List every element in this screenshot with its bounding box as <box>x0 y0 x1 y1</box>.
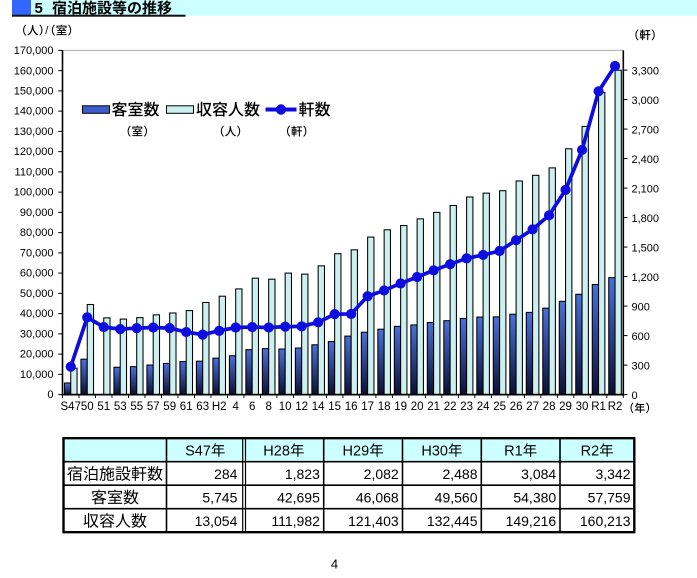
svg-text:900: 900 <box>632 302 650 314</box>
svg-text:H2: H2 <box>212 401 227 413</box>
svg-text:0: 0 <box>632 390 638 402</box>
svg-text:160,213: 160,213 <box>580 513 631 529</box>
svg-text:2,700: 2,700 <box>632 125 660 137</box>
svg-text:S47: S47 <box>185 443 211 459</box>
svg-text:20: 20 <box>411 401 424 413</box>
svg-text:2,082: 2,082 <box>364 466 399 482</box>
svg-text:121,403: 121,403 <box>348 513 399 529</box>
svg-text:50,000: 50,000 <box>20 288 54 300</box>
svg-text:111,982: 111,982 <box>271 513 320 529</box>
svg-text:30: 30 <box>576 401 589 413</box>
svg-text:70,000: 70,000 <box>20 247 54 259</box>
svg-text:100,000: 100,000 <box>14 187 54 199</box>
svg-text:50: 50 <box>81 401 94 413</box>
svg-text:49,560: 49,560 <box>435 490 478 506</box>
svg-text:300: 300 <box>632 361 650 373</box>
svg-text:120,000: 120,000 <box>14 146 54 158</box>
svg-text:60,000: 60,000 <box>20 268 54 280</box>
svg-text:H29: H29 <box>343 443 370 459</box>
svg-text:54,380: 54,380 <box>513 490 556 506</box>
svg-text:13,054: 13,054 <box>195 513 238 529</box>
svg-text:28: 28 <box>543 401 556 413</box>
svg-text:63: 63 <box>196 401 209 413</box>
svg-text:57,759: 57,759 <box>588 490 631 506</box>
svg-text:/: / <box>45 25 49 37</box>
svg-text:1,200: 1,200 <box>632 272 660 284</box>
svg-text:2,400: 2,400 <box>632 154 660 166</box>
svg-text:150,000: 150,000 <box>14 85 54 97</box>
svg-text:3,000: 3,000 <box>632 95 660 107</box>
svg-text:140,000: 140,000 <box>14 106 54 118</box>
svg-text:1,800: 1,800 <box>632 213 660 225</box>
svg-text:160,000: 160,000 <box>14 65 54 77</box>
svg-text:14: 14 <box>312 401 325 413</box>
svg-text:30,000: 30,000 <box>20 328 54 340</box>
svg-text:51: 51 <box>97 401 110 413</box>
svg-text:42,695: 42,695 <box>277 490 320 506</box>
svg-text:19: 19 <box>394 401 407 413</box>
svg-text:600: 600 <box>632 331 650 343</box>
svg-text:26: 26 <box>510 401 523 413</box>
svg-text:6: 6 <box>249 401 255 413</box>
svg-text:3,342: 3,342 <box>595 466 630 482</box>
svg-text:40,000: 40,000 <box>20 308 54 320</box>
svg-text:8: 8 <box>265 401 271 413</box>
svg-text:61: 61 <box>180 401 193 413</box>
svg-text:R1: R1 <box>504 443 523 459</box>
svg-text:18: 18 <box>378 401 391 413</box>
svg-text:S47: S47 <box>61 401 81 413</box>
svg-text:3,084: 3,084 <box>521 466 556 482</box>
svg-text:H28: H28 <box>263 443 290 459</box>
svg-text:22: 22 <box>444 401 457 413</box>
svg-text:29: 29 <box>559 401 572 413</box>
svg-text:170,000: 170,000 <box>14 45 54 57</box>
svg-text:R2: R2 <box>581 443 600 459</box>
svg-text:55: 55 <box>130 401 143 413</box>
svg-text:20,000: 20,000 <box>20 349 54 361</box>
svg-text:R1: R1 <box>591 401 606 413</box>
svg-text:24: 24 <box>477 401 490 413</box>
svg-text:149,216: 149,216 <box>506 513 557 529</box>
svg-text:3,300: 3,300 <box>632 66 660 78</box>
svg-text:R2: R2 <box>608 401 623 413</box>
svg-text:2,488: 2,488 <box>442 466 477 482</box>
svg-text:4: 4 <box>232 401 239 413</box>
svg-text:23: 23 <box>460 401 473 413</box>
svg-text:59: 59 <box>163 401 176 413</box>
svg-text:1,500: 1,500 <box>632 243 660 255</box>
svg-text:80,000: 80,000 <box>20 227 54 239</box>
svg-text:15: 15 <box>328 401 341 413</box>
svg-text:4: 4 <box>331 557 338 572</box>
svg-text:16: 16 <box>345 401 358 413</box>
svg-text:H30: H30 <box>421 443 448 459</box>
svg-text:53: 53 <box>114 401 127 413</box>
svg-text:21: 21 <box>427 401 440 413</box>
svg-text:284: 284 <box>214 466 238 482</box>
svg-text:17: 17 <box>361 401 374 413</box>
svg-text:25: 25 <box>493 401 506 413</box>
svg-text:57: 57 <box>147 401 160 413</box>
svg-text:1,823: 1,823 <box>285 466 320 482</box>
svg-text:110,000: 110,000 <box>15 166 54 178</box>
svg-text:0: 0 <box>47 389 53 401</box>
svg-text:5: 5 <box>35 0 43 17</box>
svg-text:2,100: 2,100 <box>632 184 660 196</box>
svg-text:12: 12 <box>295 401 308 413</box>
svg-text:90,000: 90,000 <box>20 207 54 219</box>
svg-text:46,068: 46,068 <box>356 490 399 506</box>
svg-text:10: 10 <box>279 401 292 413</box>
svg-text:130,000: 130,000 <box>14 126 54 138</box>
svg-text:5,745: 5,745 <box>202 490 237 506</box>
svg-text:10,000: 10,000 <box>20 369 54 381</box>
svg-text:27: 27 <box>526 401 539 413</box>
svg-text:132,445: 132,445 <box>427 513 478 529</box>
